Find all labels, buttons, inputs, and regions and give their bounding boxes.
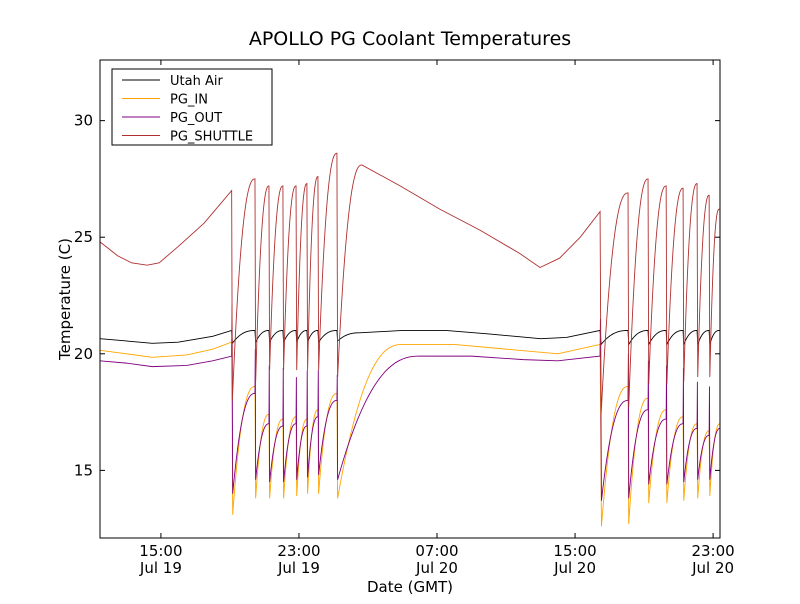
x-tick-label-time: 07:00 [415, 542, 458, 560]
legend-label: PG_IN [170, 93, 208, 108]
x-tick-label-time: 15:00 [553, 542, 596, 560]
legend-frame [111, 68, 273, 146]
x-tick-label-date: Jul 19 [139, 559, 182, 577]
x-tick-label-time: 23:00 [277, 542, 320, 560]
series-line-pg-out [100, 304, 720, 501]
x-axis-label: Date (GMT) [367, 578, 453, 596]
legend-item: PG_OUT [122, 111, 222, 126]
series-line-pg-shuttle [100, 152, 720, 415]
plot-frame [99, 59, 721, 539]
legend-label: PG_SHUTTLE [170, 130, 253, 145]
x-tick-label-time: 23:00 [691, 542, 734, 560]
x-tick-label-date: Jul 20 [415, 559, 458, 577]
y-tick-label: 20 [74, 345, 93, 363]
y-axis-label: Temperature (C) [56, 238, 74, 361]
x-tick-label-date: Jul 19 [277, 559, 320, 577]
series-line-utah-air [100, 329, 720, 347]
legend-item: PG_IN [122, 93, 208, 108]
x-tick-label-date: Jul 20 [691, 559, 734, 577]
series-line-pg-in [100, 341, 720, 527]
legend-label: Utah Air [170, 74, 223, 89]
y-tick-label: 15 [74, 461, 93, 479]
y-tick-label: 25 [74, 228, 93, 246]
x-tick-label-time: 15:00 [139, 542, 182, 560]
legend-item: Utah Air [122, 74, 223, 89]
x-tick-label-date: Jul 20 [553, 559, 596, 577]
legend: Utah Air PG_IN PG_OUT PG_SHUTTLE [111, 68, 273, 146]
chart-title: APOLLO PG Coolant Temperatures [249, 28, 571, 50]
legend-item: PG_SHUTTLE [122, 130, 253, 145]
series-layer [100, 152, 720, 527]
y-tick-label: 30 [74, 112, 93, 130]
legend-label: PG_OUT [170, 111, 222, 126]
